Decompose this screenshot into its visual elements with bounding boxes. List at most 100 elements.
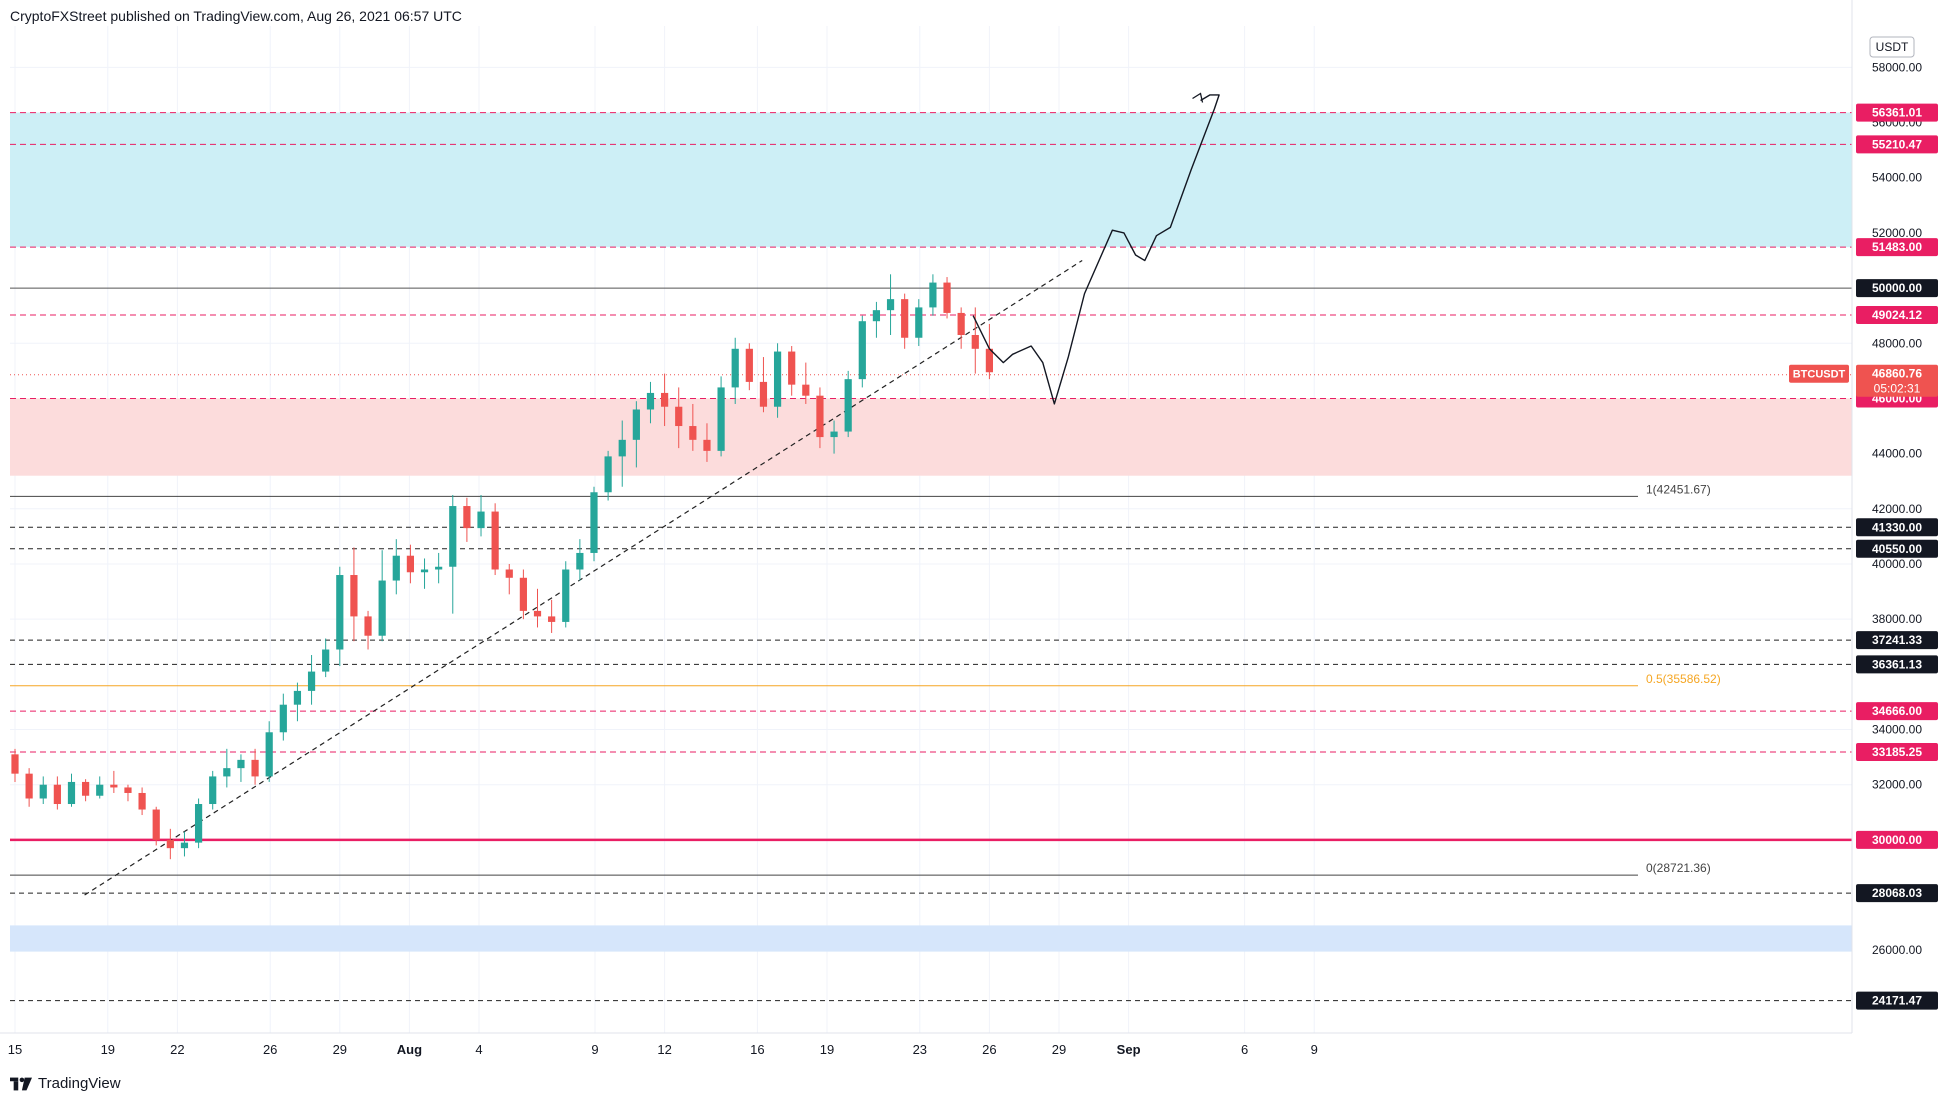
candle-body bbox=[886, 299, 895, 311]
time-axis: 15 19 22 26 29 Aug 4 9 12 16 19 23 26 29 Sep 6 9 bbox=[0, 1032, 1852, 1057]
candle-body bbox=[872, 310, 881, 322]
candle-body bbox=[364, 616, 372, 636]
candle-body bbox=[844, 379, 852, 432]
level-badge-label: 33185.25 bbox=[1872, 745, 1922, 759]
candle-body bbox=[901, 299, 909, 338]
x-tick-label: 16 bbox=[750, 1042, 764, 1057]
symbol-badge bbox=[1789, 364, 1849, 383]
level-badge-label: 56361.01 bbox=[1872, 106, 1922, 120]
x-tick-label: 9 bbox=[1311, 1042, 1318, 1057]
candle-body bbox=[449, 506, 457, 567]
y-tick-label: 54000.00 bbox=[1872, 171, 1922, 185]
candle-body bbox=[717, 387, 725, 451]
level-badge bbox=[1856, 279, 1938, 298]
level-badge bbox=[1856, 991, 1938, 1010]
y-tick-label: 38000.00 bbox=[1872, 612, 1922, 626]
x-tick-label: 22 bbox=[170, 1042, 184, 1057]
candle-body bbox=[590, 492, 598, 553]
x-tick-label: Aug bbox=[397, 1042, 422, 1057]
x-tick-label: 26 bbox=[982, 1042, 996, 1057]
level-badge bbox=[1856, 135, 1938, 154]
footer-brand: TradingView bbox=[38, 1075, 121, 1092]
candle-body bbox=[152, 809, 160, 840]
level-badge bbox=[1856, 702, 1938, 721]
level-badge bbox=[1856, 518, 1938, 537]
level-badge-label: 36361.13 bbox=[1872, 657, 1922, 671]
candle-body bbox=[420, 569, 429, 573]
candle-body bbox=[350, 575, 358, 617]
candle-body bbox=[703, 439, 711, 451]
current-price-label: 46860.76 bbox=[1872, 367, 1922, 381]
candle-body bbox=[830, 431, 838, 438]
candle-body bbox=[646, 392, 655, 410]
x-tick-label: 26 bbox=[263, 1042, 277, 1057]
level-badge-label: 30000.00 bbox=[1872, 833, 1922, 847]
supply-zone bbox=[10, 112, 1852, 248]
demand-zone bbox=[10, 398, 1852, 476]
candle-body bbox=[943, 282, 951, 313]
level-badge-label: 24171.47 bbox=[1872, 994, 1922, 1008]
candle-body bbox=[915, 307, 923, 338]
candle-body bbox=[293, 690, 302, 705]
candle-body bbox=[223, 768, 231, 777]
candle-body bbox=[675, 406, 683, 427]
candle-body bbox=[576, 552, 584, 570]
candle-body bbox=[745, 348, 753, 382]
candle-body bbox=[519, 577, 527, 611]
candle-body bbox=[505, 569, 513, 578]
candle-body bbox=[816, 395, 824, 438]
candle-body bbox=[773, 351, 782, 407]
y-tick-label: 32000.00 bbox=[1872, 778, 1922, 792]
x-tick-label: 9 bbox=[591, 1042, 598, 1057]
level-badge bbox=[1856, 655, 1938, 674]
y-tick-label: 40000.00 bbox=[1872, 557, 1922, 571]
candle-body bbox=[477, 511, 485, 529]
trendline-line bbox=[84, 260, 1083, 896]
candle-body bbox=[731, 348, 739, 388]
level-badge-label: 28068.03 bbox=[1872, 886, 1922, 900]
candle-body bbox=[279, 704, 287, 733]
candle-body bbox=[392, 555, 400, 581]
candle-body bbox=[957, 312, 965, 335]
candle-body bbox=[618, 439, 626, 457]
level-badge-label: 49024.12 bbox=[1872, 308, 1922, 322]
trendline bbox=[84, 260, 1083, 896]
candle-body bbox=[604, 456, 612, 493]
candle-body bbox=[138, 792, 146, 810]
candle-body bbox=[110, 784, 118, 788]
candle-body bbox=[491, 511, 499, 570]
candle-body bbox=[322, 649, 330, 672]
candle-body bbox=[802, 384, 810, 396]
level-badge bbox=[1856, 884, 1938, 903]
candle-body bbox=[689, 426, 697, 440]
level-badge bbox=[1856, 742, 1938, 761]
level-badge bbox=[1856, 539, 1938, 558]
footer: TradingView bbox=[10, 1075, 121, 1092]
level-badge bbox=[1856, 103, 1938, 122]
candle-body bbox=[124, 787, 132, 793]
currency-box bbox=[1869, 36, 1915, 58]
candle-body bbox=[209, 776, 217, 805]
level-badge-label: 55210.47 bbox=[1872, 137, 1922, 151]
forecast-arrow-icon bbox=[1192, 92, 1204, 103]
fib-label: 0.5(35586.52) bbox=[1646, 672, 1721, 686]
x-tick-label: 23 bbox=[913, 1042, 927, 1057]
candle-body bbox=[39, 784, 47, 799]
candle-body bbox=[166, 839, 174, 849]
horizontal-levels bbox=[10, 112, 1852, 1002]
candle-body bbox=[632, 409, 640, 440]
x-tick-label: 15 bbox=[8, 1042, 22, 1057]
level-badge-label: 34666.00 bbox=[1872, 704, 1922, 718]
forecast-path bbox=[972, 92, 1220, 405]
level-badge bbox=[1856, 238, 1938, 257]
symbol-label: BTCUSDT bbox=[1793, 369, 1846, 381]
candle-body bbox=[82, 781, 90, 796]
candle-body bbox=[929, 282, 937, 308]
y-tick-label: 42000.00 bbox=[1872, 502, 1922, 516]
candle-body bbox=[406, 555, 415, 573]
x-tick-label: 4 bbox=[475, 1042, 482, 1057]
candle-body bbox=[237, 759, 245, 769]
x-tick-label: 6 bbox=[1241, 1042, 1248, 1057]
candle-body bbox=[661, 392, 669, 407]
